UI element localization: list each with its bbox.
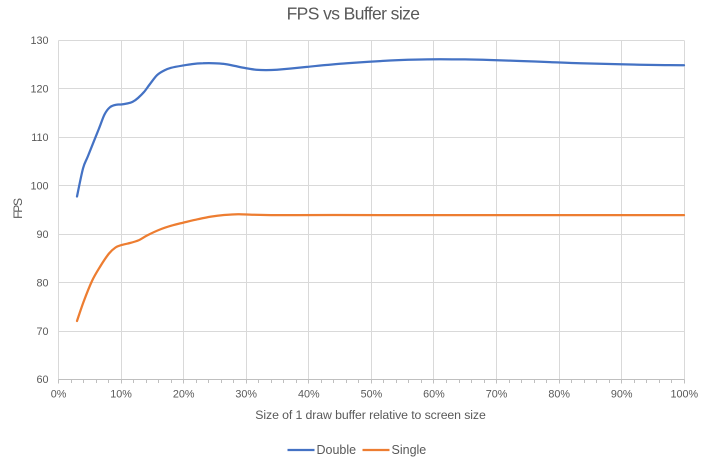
svg-text:110: 110 <box>31 132 48 144</box>
svg-text:30%: 30% <box>235 389 257 401</box>
svg-text:80: 80 <box>36 277 48 289</box>
svg-text:Single: Single <box>392 443 427 457</box>
svg-text:70: 70 <box>36 326 48 338</box>
svg-text:130: 130 <box>30 35 48 47</box>
svg-text:60: 60 <box>36 374 48 386</box>
svg-text:Double: Double <box>317 443 357 457</box>
svg-text:FPS vs Buffer size: FPS vs Buffer size <box>287 4 420 24</box>
svg-text:100: 100 <box>30 180 48 192</box>
svg-text:10%: 10% <box>110 389 132 401</box>
svg-text:50%: 50% <box>361 389 383 401</box>
svg-text:Size of 1 draw buffer relative: Size of 1 draw buffer relative to screen… <box>255 408 486 422</box>
svg-text:60%: 60% <box>423 389 445 401</box>
svg-text:0%: 0% <box>51 389 67 401</box>
svg-text:120: 120 <box>30 84 48 96</box>
svg-text:80%: 80% <box>548 389 570 401</box>
svg-text:100%: 100% <box>670 389 698 401</box>
svg-text:90: 90 <box>36 229 48 241</box>
svg-text:90%: 90% <box>611 389 633 401</box>
svg-text:40%: 40% <box>298 389 320 401</box>
svg-text:20%: 20% <box>173 389 195 401</box>
svg-text:FPS: FPS <box>11 198 25 219</box>
svg-text:70%: 70% <box>486 389 508 401</box>
